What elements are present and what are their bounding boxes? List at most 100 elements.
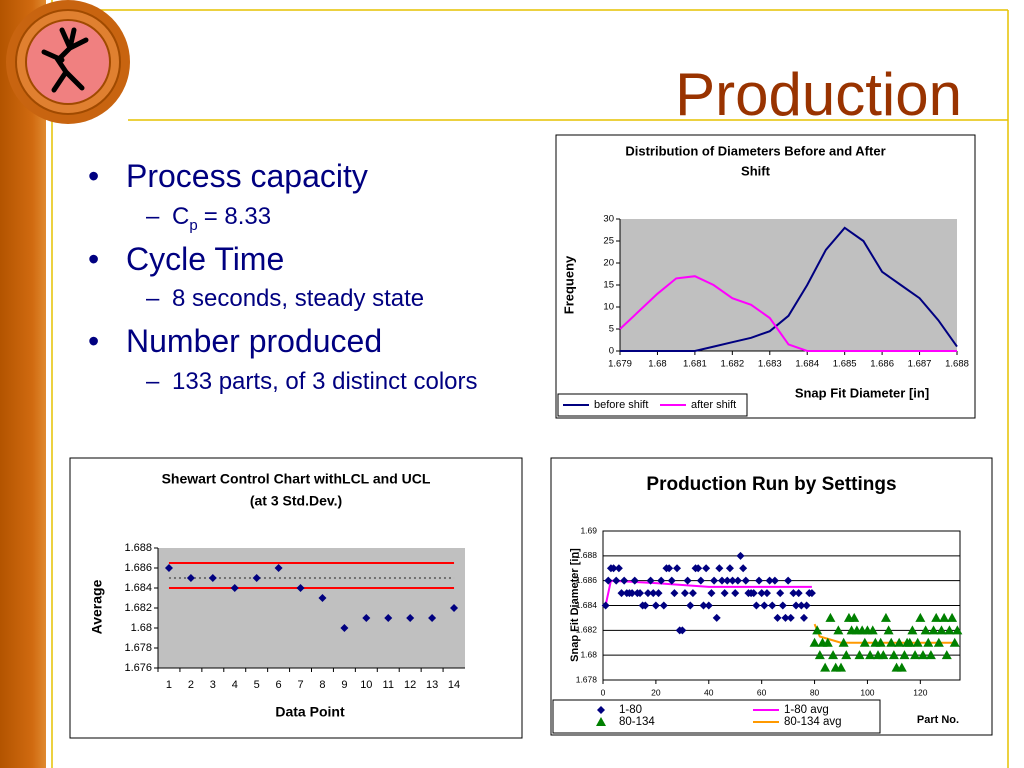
x-tick-label: 1.679 bbox=[608, 359, 632, 370]
x-tick-label: 14 bbox=[448, 679, 460, 691]
bullet-marker: • bbox=[88, 323, 100, 359]
y-tick-label: 1.69 bbox=[580, 525, 597, 535]
diamond-marker bbox=[601, 601, 610, 610]
triangle-marker bbox=[939, 612, 950, 622]
x-tick-label: 80 bbox=[810, 687, 820, 697]
x-tick-label: 20 bbox=[651, 687, 661, 697]
diamond-marker bbox=[208, 574, 217, 582]
diamond-marker bbox=[597, 706, 605, 714]
diamond-marker bbox=[741, 576, 750, 585]
x-tick-label: 6 bbox=[276, 679, 282, 691]
x-tick-label: 1.688 bbox=[945, 359, 969, 370]
x-tick-label: 60 bbox=[757, 687, 767, 697]
diamond-marker bbox=[384, 614, 393, 622]
diamond-marker bbox=[673, 564, 682, 573]
diamond-marker bbox=[728, 576, 737, 585]
sub-bullet: –8 seconds, steady state bbox=[146, 285, 424, 313]
y-axis-label: Snap Fit Diameter [in] bbox=[569, 548, 581, 662]
data-line bbox=[619, 275, 957, 352]
triangle-marker bbox=[923, 637, 934, 647]
triangle-marker bbox=[917, 650, 928, 660]
y-tick-label: 1.678 bbox=[576, 674, 598, 684]
diamond-marker bbox=[704, 601, 713, 610]
diamond-marker bbox=[784, 576, 793, 585]
bullet-text: Number produced bbox=[126, 323, 383, 359]
x-tick-label: 1.685 bbox=[833, 359, 857, 370]
y-tick-label: 1.676 bbox=[124, 662, 152, 674]
y-axis-label: Frequeny bbox=[561, 255, 576, 314]
diamond-marker bbox=[362, 614, 371, 622]
triangle-marker bbox=[849, 612, 860, 622]
x-tick-label: 4 bbox=[232, 679, 238, 691]
diamond-marker bbox=[643, 589, 652, 598]
sub-bullet: – Cp = 8.33 bbox=[146, 203, 271, 234]
y-tick-label: 30 bbox=[603, 214, 614, 225]
diamond-marker bbox=[762, 589, 771, 598]
y-tick-label: 1.688 bbox=[576, 550, 598, 560]
x-tick-label: 7 bbox=[297, 679, 303, 691]
bullet-text: Cycle Time bbox=[126, 241, 285, 277]
triangle-marker bbox=[867, 625, 878, 635]
diamond-marker bbox=[699, 601, 708, 610]
diamond-marker bbox=[164, 564, 173, 572]
triangle-marker bbox=[907, 625, 918, 635]
diamond-marker bbox=[739, 564, 748, 573]
diamond-marker bbox=[736, 551, 745, 560]
diamond-marker bbox=[749, 589, 758, 598]
diamond-marker bbox=[781, 613, 790, 622]
diamond-marker bbox=[778, 601, 787, 610]
triangle-marker bbox=[825, 612, 836, 622]
chart-title: (at 3 Std.Dev.) bbox=[250, 493, 342, 509]
diamond-marker bbox=[617, 589, 626, 598]
x-axis-label: Snap Fit Diameter [in] bbox=[795, 385, 929, 400]
triangle-marker bbox=[886, 637, 897, 647]
diamond-marker bbox=[720, 589, 729, 598]
logo-figure bbox=[41, 27, 89, 93]
diamond-marker bbox=[612, 576, 621, 585]
sub-text: = 8.33 bbox=[203, 203, 272, 230]
triangle-marker bbox=[828, 650, 839, 660]
triangle-marker bbox=[883, 625, 894, 635]
sub-bullet: –133 parts, of 3 distinct colors bbox=[146, 368, 477, 396]
y-tick-label: 1.688 bbox=[124, 542, 152, 554]
chart-title: Shift bbox=[741, 163, 771, 178]
diamond-marker bbox=[789, 589, 798, 598]
diamond-marker bbox=[665, 564, 674, 573]
y-tick-label: 25 bbox=[603, 236, 614, 247]
triangle-marker bbox=[841, 650, 852, 660]
triangle-marker bbox=[875, 637, 886, 647]
diamond-marker bbox=[670, 589, 679, 598]
diamond-marker bbox=[686, 601, 695, 610]
x-tick-label: 13 bbox=[426, 679, 438, 691]
bullet-marker: • bbox=[88, 158, 100, 194]
diamond-marker bbox=[718, 576, 726, 585]
triangle-marker bbox=[949, 637, 960, 647]
diamond-marker bbox=[731, 589, 740, 598]
diamond-marker bbox=[678, 626, 687, 635]
diamond-marker bbox=[710, 576, 719, 585]
triangle-marker bbox=[944, 625, 955, 635]
triangle-marker bbox=[899, 650, 910, 660]
triangle-marker bbox=[896, 662, 907, 672]
triangle-marker bbox=[931, 612, 942, 622]
legend-label: 1-80 bbox=[619, 704, 642, 716]
diamond-marker bbox=[609, 564, 618, 573]
diamond-marker bbox=[702, 564, 711, 573]
diamond-marker bbox=[628, 589, 637, 598]
diamond-marker bbox=[318, 594, 327, 602]
x-tick-label: 40 bbox=[704, 687, 714, 697]
y-tick-label: 20 bbox=[603, 258, 614, 269]
bullet: • Process capacity bbox=[88, 158, 368, 195]
x-tick-label: 1.681 bbox=[683, 359, 707, 370]
bullet: • Cycle Time bbox=[88, 241, 284, 278]
sub-marker: – bbox=[146, 285, 160, 312]
diamond-marker bbox=[792, 601, 801, 610]
diamond-marker bbox=[651, 601, 660, 610]
diamond-marker bbox=[186, 574, 195, 582]
diamond-marker bbox=[768, 601, 777, 610]
triangle-marker bbox=[912, 637, 923, 647]
diamond-marker bbox=[707, 589, 716, 598]
y-tick-label: 10 bbox=[603, 302, 614, 313]
diamond-marker bbox=[712, 613, 721, 622]
